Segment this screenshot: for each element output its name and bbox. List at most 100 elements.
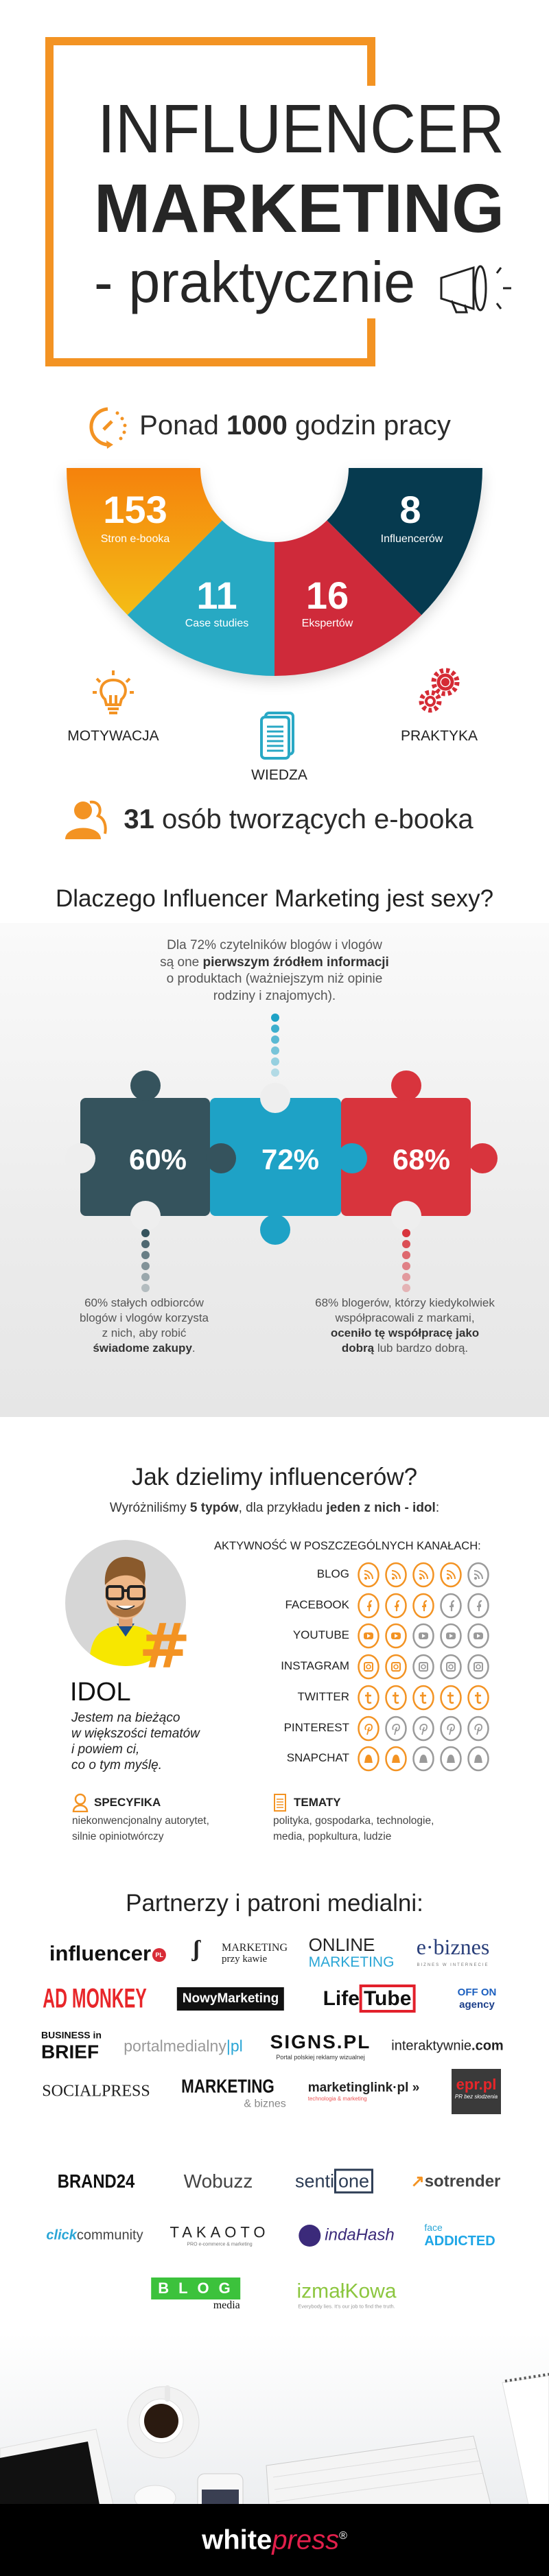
logo-business-in-brief[interactable]: BUSINESS in BRIEF (41, 2030, 102, 2063)
stat-label-pages: Stron e-booka (100, 533, 170, 545)
stat-value-experts: 16 (305, 574, 349, 617)
notebook (502, 2373, 549, 2505)
logo-marketinglink[interactable]: marketinglink·pl » technologia & marketin… (308, 2081, 420, 2103)
connector-dot (402, 1273, 410, 1281)
instagram-icon (358, 1654, 379, 1680)
puzzle-piece (80, 1098, 210, 1216)
logo-text: click (46, 2227, 77, 2243)
logo-indahash[interactable]: indaHash (299, 2225, 395, 2247)
logo-influencer[interactable]: influencer PL (49, 1941, 167, 1966)
stats-donut (67, 468, 482, 676)
logo-text: senti (294, 2170, 334, 2192)
logo-clickcommunity[interactable]: clickcommunity (46, 2228, 143, 2244)
connector-dot (141, 1229, 150, 1237)
logo-portalmedialny[interactable]: portalmedialny|pl (124, 2037, 243, 2055)
logo-interaktywnie[interactable]: interaktywnie.com (391, 2039, 503, 2054)
idol-title: IDOL (70, 1678, 131, 1707)
logo-e-biznes[interactable]: e·biznes BIZNES W INTERNECIE (417, 1935, 490, 1972)
connector-dot (402, 1262, 410, 1270)
channel-label-twitter: TWITTER (297, 1689, 349, 1703)
intro-line: są one pierwszym źródłem informacji (0, 955, 549, 972)
pillar-knowledge: WIEDZA (251, 767, 307, 783)
whitepress-logo[interactable]: whitepress® (202, 2525, 347, 2556)
connector-dot (402, 1240, 410, 1248)
why-heading: Dlaczego Influencer Marketing jest sexy? (55, 885, 494, 912)
logo-blog-media[interactable]: BLOG media (151, 2278, 240, 2312)
puzzle-knob (130, 1070, 161, 1101)
activity-label: AKTYWNOŚĆ W POSZCZEGÓLNYCH KANAŁACH: (214, 1540, 481, 1552)
logo-lifetube[interactable]: Life Tube (323, 1984, 416, 2013)
logo-signs[interactable]: SIGNS.PL Portal polskiej reklamy wizualne… (270, 2031, 371, 2061)
text-bold: świadome zakupy (93, 1342, 192, 1355)
logo-text: Tube (359, 1984, 416, 2013)
logo-text: .com (471, 2038, 504, 2054)
snapchat-icon (412, 1746, 434, 1772)
logo-sotrender[interactable]: ↗sotrender (410, 2172, 501, 2191)
channel-label-youtube: YOUTUBE (292, 1628, 349, 1642)
logo-marketing-przy-kawie[interactable]: ʃ MARKETING przy kawie (193, 1936, 288, 1965)
pillar-motivation: MOTYWACJA (67, 728, 159, 744)
specyfika-title: SPECYFIKA (94, 1796, 161, 1809)
logo-izmalkowa[interactable]: izmałKowa Everybody lies. It's our job to… (296, 2280, 396, 2310)
logo-wobuzz[interactable]: Wobuzz (183, 2170, 253, 2192)
connector-dot (402, 1284, 410, 1292)
person-icon (72, 1793, 89, 1812)
types-subheading: Wyróżniliśmy 5 typów, dla przykładu jede… (0, 1501, 549, 1516)
logo-online-marketing[interactable]: ONLINE MARKETING (309, 1936, 395, 1971)
snapchat-icon (440, 1746, 462, 1772)
logo-ad-monkey[interactable]: AD MONKEY (43, 1983, 147, 2014)
text: . (191, 1342, 196, 1355)
coffee-cup (127, 2385, 200, 2459)
puzzle-notch (130, 1201, 161, 1231)
logo-mark: ʃ (193, 1936, 200, 1962)
rss-icon (358, 1562, 379, 1588)
people-number: 31 (124, 804, 154, 834)
facebook-icon (358, 1593, 379, 1618)
logo-sentione[interactable]: senti one (294, 2168, 374, 2194)
pinterest-icon (467, 1716, 489, 1741)
logo-nowy-marketing[interactable]: NowyMarketing (176, 1987, 285, 2011)
logo-offon-agency[interactable]: OFF ON agency (458, 1987, 497, 2011)
logo-text: BLOG (151, 2278, 240, 2299)
puzzle-piece (210, 1098, 341, 1216)
logo-text: MARKETING (181, 2075, 274, 2097)
logo-text: izmałKowa (296, 2280, 397, 2303)
stat-value-influencers: 8 (399, 488, 421, 531)
intro-line: o produktach (ważniejszym niż opinie (166, 972, 383, 986)
puzzle-knob (206, 1143, 236, 1173)
logo-badge: PL (152, 1947, 167, 1962)
logo-text: PR bez słodzenia (454, 2094, 498, 2100)
facebook-icon (440, 1593, 462, 1618)
rss-icon (412, 1562, 434, 1588)
puzzle-knob (467, 1143, 498, 1173)
title-frame (45, 37, 375, 366)
logo-socialpress[interactable]: SOCIALPRESS (42, 2082, 150, 2100)
logo-marketing-biznes[interactable]: MARKETING & biznes (170, 2076, 286, 2111)
logo-text: e·biznes (416, 1934, 490, 1959)
logo-epr[interactable]: epr.pl PR bez słodzenia (452, 2069, 501, 2114)
logo-text: pl (230, 2037, 243, 2055)
title-line-1: INFLUENCER (97, 91, 504, 167)
connector-dot (402, 1251, 410, 1259)
types-heading: Jak dzielimy influencerów? (131, 1464, 418, 1490)
title-line-2: MARKETING (94, 170, 504, 247)
logo-text: marketinglink·pl » (307, 2081, 420, 2095)
logo-brand24[interactable]: BRAND24 (57, 2170, 135, 2192)
logo-text: MARKETING (222, 1942, 288, 1954)
youtube-icon (412, 1624, 434, 1649)
people-text: osób tworzących e-booka (154, 804, 474, 834)
logo-takaoto[interactable]: TAKAOTO PRO e-commerce & marketing (170, 2224, 269, 2248)
snapchat-icon (358, 1746, 379, 1772)
logo-faceaddicted[interactable]: face ADDICTED (424, 2222, 495, 2249)
title-block: INFLUENCER MARKETING - praktycznie (45, 37, 511, 366)
youtube-icon (358, 1624, 379, 1649)
tematy-title: TEMATY (294, 1796, 341, 1809)
sub-bold: jeden z nich - idol (326, 1501, 436, 1515)
stat-label-influencers: Influencerów (380, 533, 443, 545)
intro-bold: pierwszym źródłem informacji (202, 955, 389, 970)
sub-text: : (435, 1501, 440, 1515)
logo-text: TAKAOTO (170, 2223, 270, 2241)
instagram-icon (412, 1654, 434, 1680)
quote-line: i powiem ci, (71, 1742, 140, 1757)
logo-text: Portal polskiej reklamy wizualnej (276, 2054, 365, 2061)
